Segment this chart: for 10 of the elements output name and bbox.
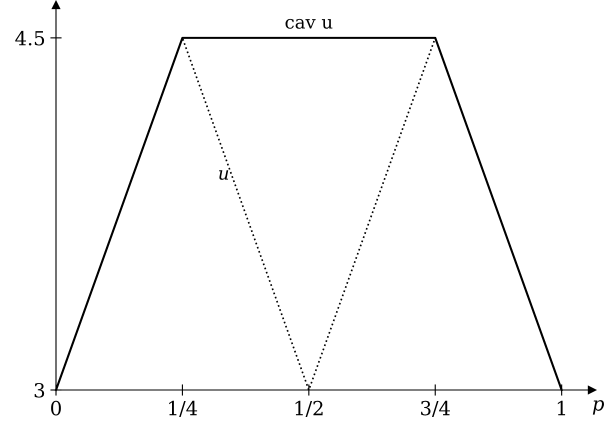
x-tick-label: 0 <box>51 400 61 416</box>
x-axis-title: p <box>592 400 604 415</box>
y-tick-label: 3 <box>34 382 44 398</box>
series-label: u <box>219 170 228 180</box>
x-tick-label: 1 <box>558 400 566 416</box>
series-label: cav u <box>286 18 332 29</box>
x-tick-label: 1/2 <box>296 400 323 417</box>
x-tick-label: 3/4 <box>421 400 450 417</box>
y-tick-label: 4.5 <box>15 30 44 46</box>
x-tick-label: 1/4 <box>169 400 198 417</box>
